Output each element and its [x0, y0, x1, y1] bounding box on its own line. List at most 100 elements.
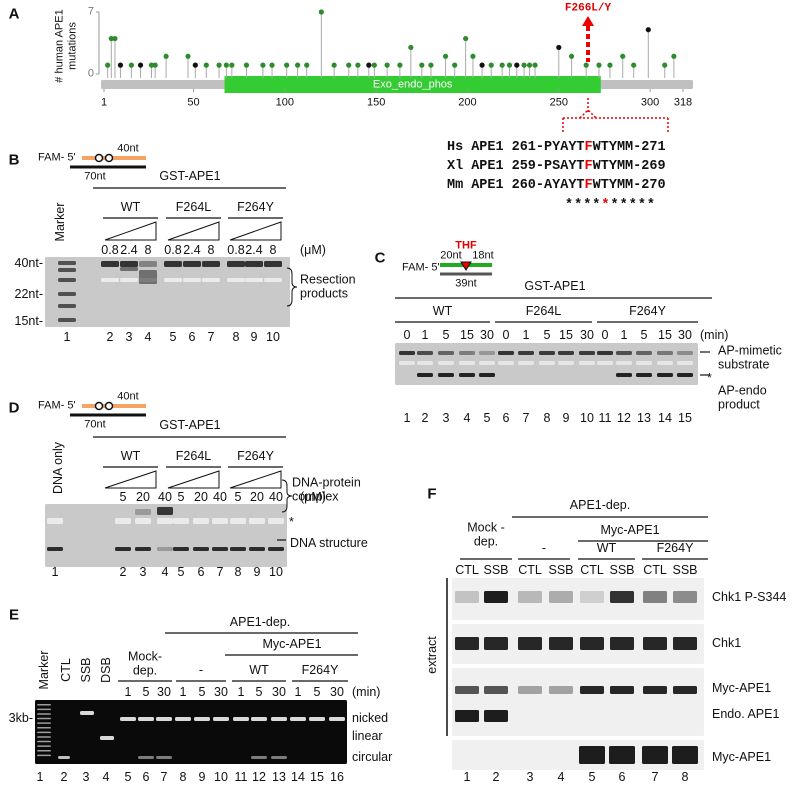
- time-label: 15: [559, 327, 573, 342]
- lane-number: 5: [588, 769, 596, 784]
- panel-label: D: [8, 399, 20, 417]
- mutation-head: [631, 62, 637, 68]
- band: [539, 351, 555, 355]
- concentration-ramp: [167, 470, 220, 489]
- blot-label: Myc-APE1: [712, 680, 772, 695]
- time-label: 30: [157, 684, 171, 699]
- band: [579, 351, 595, 355]
- mutation-head: [163, 53, 169, 59]
- time-label: 5: [142, 684, 150, 699]
- time-label: 5: [313, 684, 321, 699]
- band: [672, 746, 698, 764]
- band: [264, 278, 282, 282]
- time-label: 30: [480, 327, 494, 342]
- unit-label: (min): [700, 327, 729, 342]
- concentration-label: 8: [207, 242, 215, 257]
- band: [579, 746, 605, 764]
- band: [616, 373, 632, 377]
- lane-number: 9: [250, 329, 258, 344]
- alignment-protein: APE1: [471, 178, 504, 194]
- concentration-ramp: [229, 221, 282, 241]
- band: [268, 547, 284, 551]
- depletion-label: APE1-dep.: [569, 497, 631, 512]
- band: [549, 686, 573, 694]
- concentration-ramp: [229, 470, 282, 489]
- concentration-label: 5: [119, 489, 127, 504]
- group-label: F264Y: [656, 540, 694, 555]
- probe-prefix: FAM- 5': [38, 399, 76, 412]
- mutation-head: [596, 62, 602, 68]
- band: [636, 373, 652, 377]
- ladder-band: [37, 736, 51, 738]
- ladder-band: [37, 704, 51, 706]
- probe-prefix: FAM- 5': [38, 151, 76, 164]
- time-label: 5: [198, 684, 206, 699]
- ladder-band: [37, 750, 51, 752]
- condition-label: CTL: [455, 562, 479, 577]
- lane-number: 2: [106, 329, 114, 344]
- lane-number: 1: [463, 769, 471, 784]
- condition-label: CTL: [643, 562, 667, 577]
- group-label: F264L: [175, 448, 212, 463]
- band: [498, 361, 514, 365]
- time-label: 0: [502, 327, 510, 342]
- bracket: [286, 267, 298, 307]
- mutation-head: [304, 62, 310, 68]
- band: [479, 373, 495, 377]
- mutation-head: [463, 35, 469, 42]
- mutation-head: [568, 53, 575, 59]
- band: [580, 637, 604, 650]
- group-label: F264L: [525, 303, 562, 318]
- band: [558, 351, 574, 355]
- alignment-residue: F: [584, 159, 593, 175]
- probe-bottom-label: 39nt: [455, 277, 477, 290]
- band: [251, 756, 267, 759]
- band: [213, 717, 229, 721]
- mutation-head: [137, 62, 144, 68]
- addback-label: Myc-APE1: [600, 522, 660, 537]
- mutation-head: [488, 62, 494, 68]
- band: [138, 717, 154, 721]
- ladder-band: [37, 740, 51, 743]
- x-tick-label: 300: [640, 96, 660, 109]
- band: [120, 278, 138, 282]
- lane-number: 9: [198, 769, 206, 784]
- mutation-head: [284, 62, 290, 68]
- ladder-band: [37, 708, 51, 711]
- blot: [452, 668, 704, 736]
- group-label: -: [541, 540, 547, 555]
- band: [518, 351, 534, 355]
- band: [438, 361, 454, 365]
- band: [230, 547, 246, 551]
- time-label: 5: [255, 684, 263, 699]
- band: [417, 351, 433, 355]
- band: [157, 507, 173, 515]
- band: [558, 361, 574, 365]
- mutation-head: [152, 62, 158, 68]
- ladder-band: [37, 722, 51, 724]
- mutation-head: [645, 27, 651, 33]
- probe-top-label: 40nt: [117, 142, 139, 155]
- probe-top-label: 40nt: [117, 390, 139, 403]
- probe-right-label: 18nt: [472, 249, 494, 262]
- lane-number: 5: [177, 564, 185, 579]
- band: [120, 261, 138, 267]
- lane-number: 15: [310, 769, 324, 784]
- panel-label: B: [8, 151, 20, 169]
- mutation-head: [499, 62, 505, 68]
- alignment-row: Hs APE1 261-PYAYTFWTYMM-271: [447, 140, 666, 156]
- lane-number: 8: [234, 564, 242, 579]
- lane-number: 9: [562, 410, 570, 425]
- band: [193, 518, 209, 524]
- band: [677, 373, 693, 377]
- band: [120, 717, 136, 721]
- condition-label: CTL: [580, 562, 604, 577]
- band: [677, 351, 693, 355]
- band: [673, 591, 697, 603]
- lane-number: 16: [330, 769, 344, 784]
- lane-number: 14: [658, 410, 672, 425]
- band: [579, 361, 595, 365]
- band: [138, 756, 154, 759]
- time-label: 15: [658, 327, 672, 342]
